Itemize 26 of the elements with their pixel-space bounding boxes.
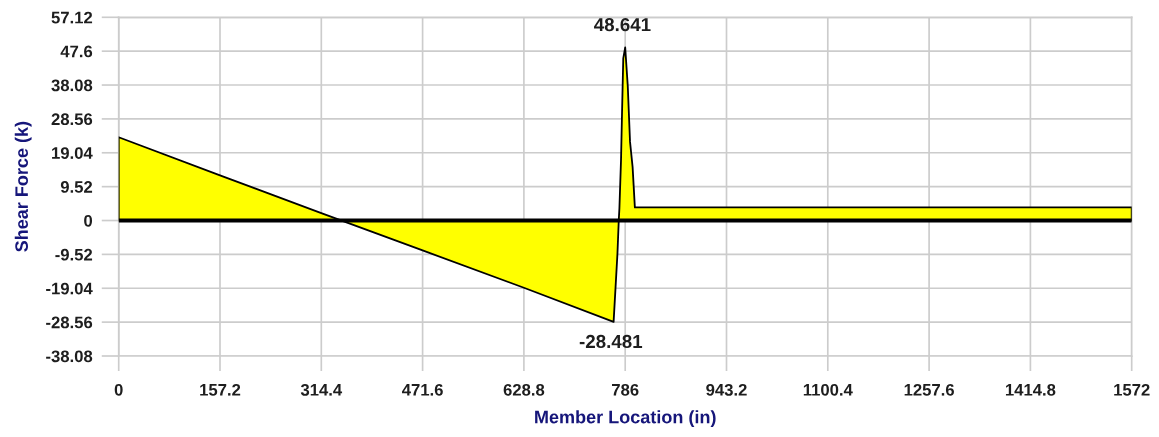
y-axis-title: Shear Force (k) [14,121,32,252]
x-tick-label: 786 [612,383,639,396]
data-label: -28.481 [579,334,643,349]
x-tick-label: 628.8 [503,383,545,396]
y-tick-label: -38.08 [46,350,93,363]
x-tick-label: 314.4 [300,383,343,396]
x-tick-label: 943.2 [706,383,747,396]
data-label: 48.641 [594,17,651,32]
x-tick-label: 1257.6 [904,383,954,396]
x-tick-label: 157.2 [200,383,241,396]
y-tick-label: 47.6 [60,45,93,58]
y-tick-label: 57.12 [51,11,93,24]
x-tick-label: 471.6 [402,383,443,396]
y-tick-label: 0 [84,214,93,227]
y-tick-label: -9.52 [55,248,93,261]
x-axis-title: Member Location (in) [535,410,716,427]
y-tick-label: -19.04 [46,282,93,295]
x-tick-label: 1572 [1114,383,1150,396]
x-tick-label: 1100.4 [803,383,853,396]
x-tick-label: 0 [114,383,123,396]
y-tick-label: 38.08 [51,79,93,92]
y-tick-label: 9.52 [60,181,93,193]
y-tick-label: 28.56 [51,113,93,126]
x-tick-label: 1414.8 [1005,383,1056,396]
y-tick-label: -28.56 [46,316,93,329]
y-tick-label: 19.04 [52,147,93,159]
